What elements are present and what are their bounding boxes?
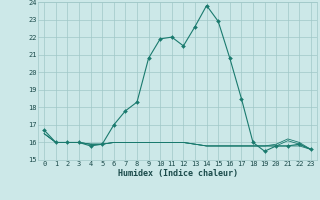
X-axis label: Humidex (Indice chaleur): Humidex (Indice chaleur) — [118, 169, 238, 178]
